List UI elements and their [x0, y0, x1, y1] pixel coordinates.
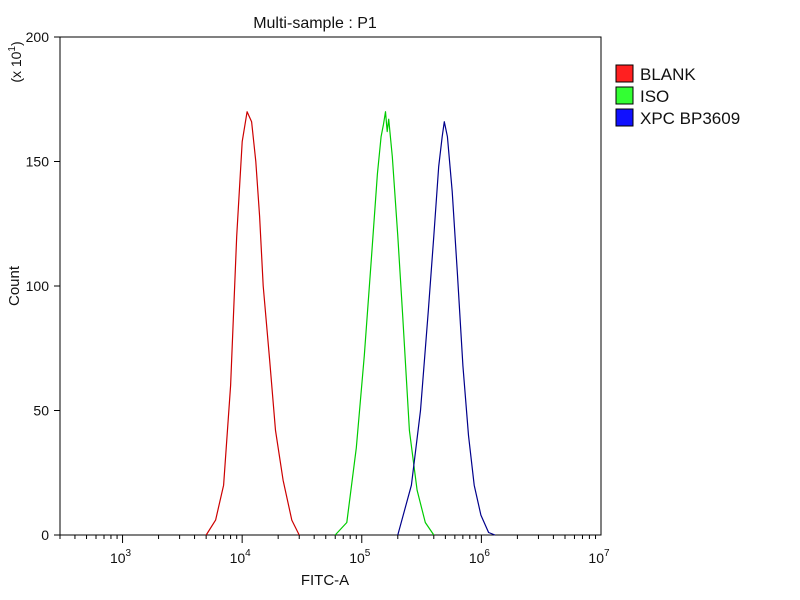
- series-line-iso: [334, 111, 435, 536]
- legend-label: ISO: [640, 87, 669, 106]
- y-tick-label: 150: [26, 154, 50, 170]
- svg-text:(x 101): (x 101): [7, 41, 24, 82]
- y-tick-label: 200: [26, 29, 50, 45]
- x-tick-label: 106: [469, 548, 491, 566]
- y-tick-label: 0: [41, 527, 49, 543]
- x-axis-label: FITC-A: [301, 572, 349, 589]
- x-tick-label: 103: [110, 548, 132, 566]
- x-tick-label: 107: [588, 548, 610, 566]
- plot-frame: [59, 36, 602, 536]
- y-tick-label: 50: [33, 403, 49, 419]
- y-tick-label: 100: [26, 278, 50, 294]
- legend-label: XPC BP3609: [640, 109, 740, 128]
- series-line-xpc-bp3609: [397, 121, 496, 536]
- y-axis-ticks: 0 50 100 150 200: [26, 29, 60, 543]
- legend-swatch: [615, 86, 634, 105]
- legend-swatch: [615, 64, 634, 83]
- legend-swatch: [615, 108, 634, 127]
- chart-title: Multi-sample : P1: [253, 15, 377, 32]
- x-axis-ticks: 103 104 105 106 107: [59, 535, 610, 566]
- y-multiplier-label: (x 101): [7, 41, 24, 82]
- legend: BLANK ISO XPC BP3609: [615, 64, 740, 128]
- x-tick-label: 104: [230, 548, 252, 566]
- x-tick-label: 105: [349, 548, 371, 566]
- series-layer: [205, 111, 496, 536]
- svg-text:Count: Count: [6, 265, 23, 306]
- y-axis-label: Count: [6, 265, 23, 306]
- series-line-blank: [205, 111, 300, 536]
- legend-label: BLANK: [640, 65, 696, 84]
